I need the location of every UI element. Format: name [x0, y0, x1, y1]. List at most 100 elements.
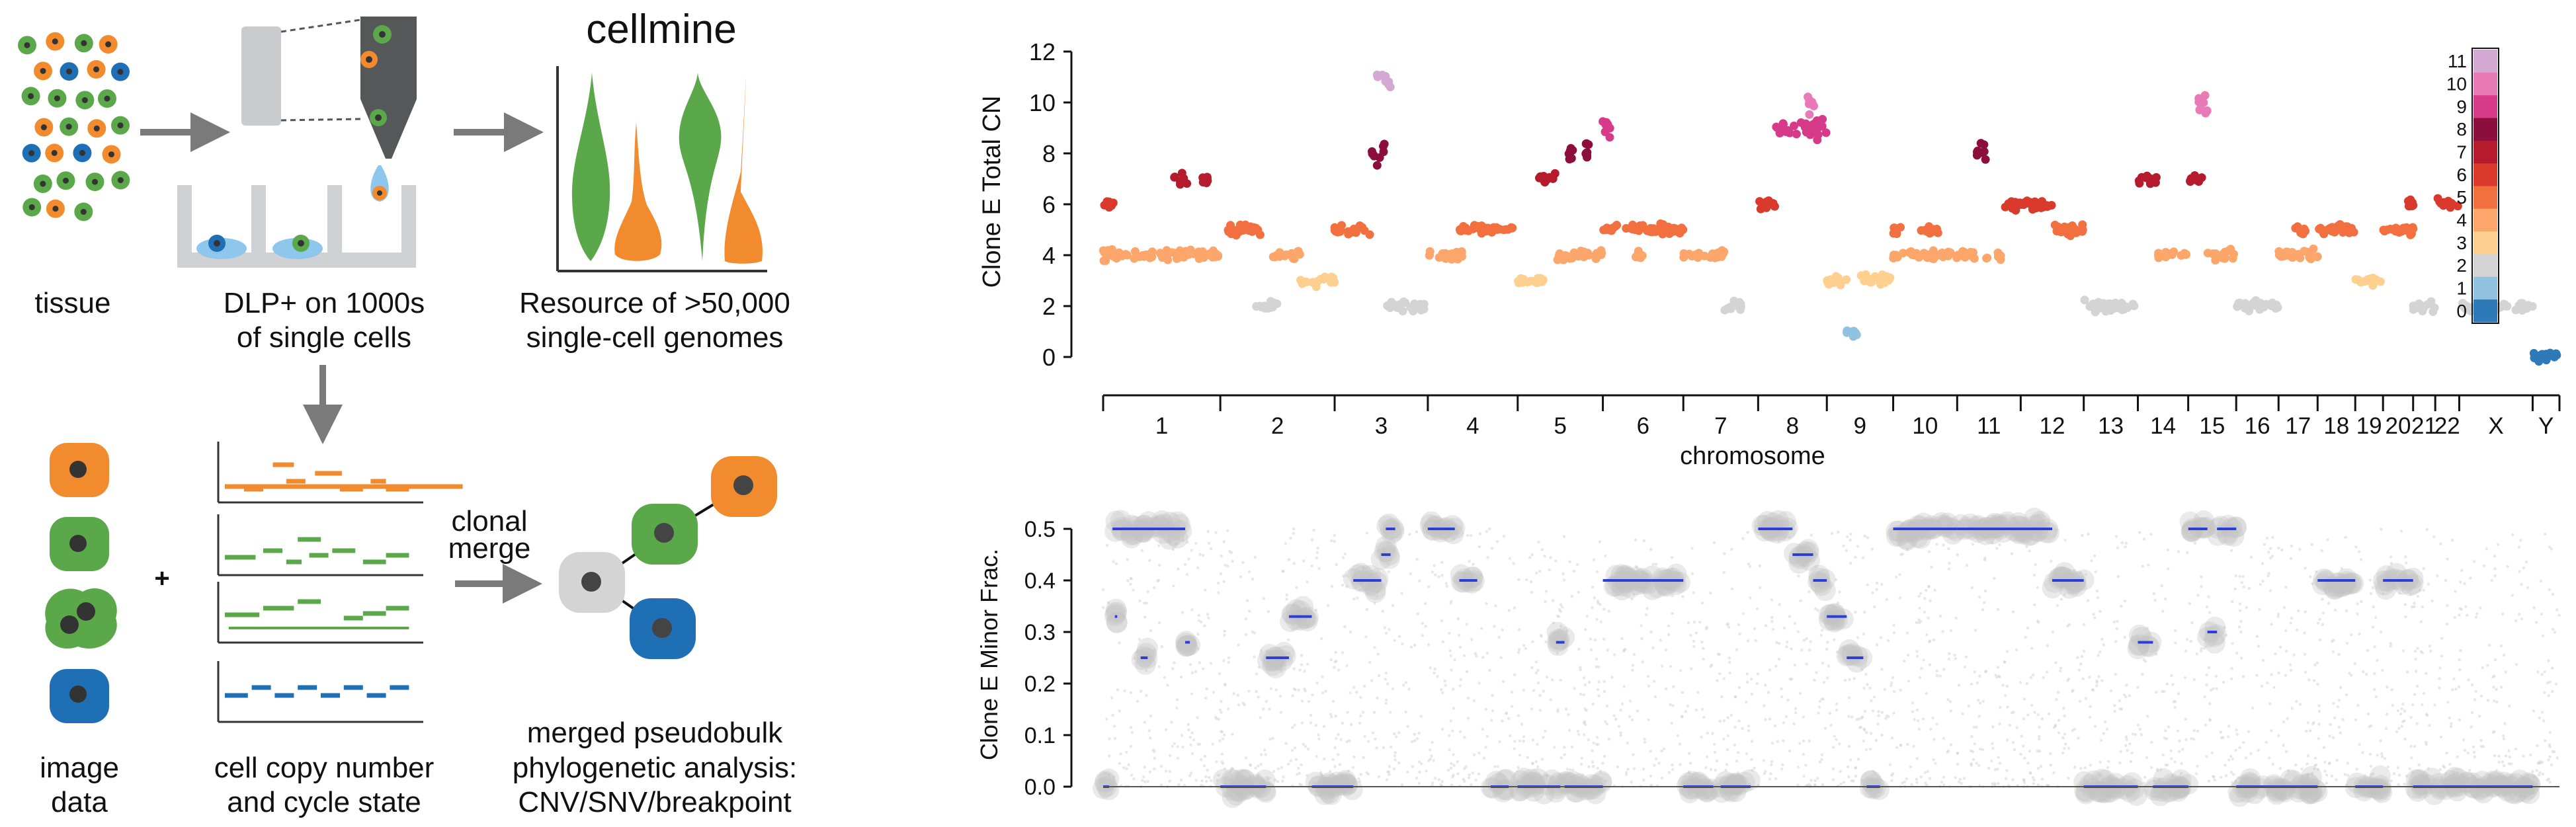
- baf-noise-point: [1828, 711, 1832, 715]
- baf-noise-point: [1671, 704, 1675, 707]
- baf-noise-point: [1929, 777, 1932, 780]
- baf-noise-point: [2409, 593, 2412, 596]
- baf-noise-point: [1724, 768, 1727, 772]
- baf-noise-point: [2366, 712, 2370, 716]
- baf-noise-point: [1333, 660, 1337, 664]
- cn-point: [1878, 275, 1888, 284]
- baf-noise-point: [2114, 672, 2117, 676]
- baf-noise-point: [2155, 690, 2158, 694]
- baf-noise-point: [2493, 658, 2497, 662]
- baf-noise-point: [1223, 629, 1227, 633]
- phylogenetic-tree: [559, 456, 777, 659]
- baf-noise-point: [1593, 596, 1597, 600]
- baf-noise-point: [1440, 727, 1444, 731]
- baf-noise-point: [1995, 547, 1999, 550]
- baf-noise-point: [1558, 773, 1561, 776]
- baf-noise-point: [1285, 593, 1288, 596]
- baf-noise-point: [1595, 665, 1599, 668]
- baf-cloud-blob: [1788, 552, 1810, 574]
- baf-noise-point: [1107, 773, 1110, 777]
- baf-noise-point: [2183, 676, 2187, 680]
- baf-noise-point: [2303, 652, 2307, 656]
- baf-noise-point: [1676, 734, 1679, 737]
- baf-noise-point: [2001, 684, 2005, 687]
- baf-noise-point: [2337, 652, 2341, 656]
- baf-noise-point: [1816, 609, 1819, 612]
- baf-noise-point: [1280, 766, 1284, 769]
- baf-noise-point: [2250, 779, 2254, 782]
- baf-noise-point: [1406, 725, 1409, 729]
- colorbar-swatch: [2473, 72, 2497, 96]
- zoom-line-top: [280, 19, 361, 33]
- baf-noise-point: [1580, 756, 1583, 760]
- baf-noise-point: [2276, 612, 2280, 616]
- baf-cloud-blob: [1212, 769, 1234, 791]
- baf-noise-point: [2429, 649, 2432, 653]
- baf-noise-point: [2205, 606, 2209, 609]
- baf-cloud-blob: [1678, 772, 1700, 794]
- baf-noise-point: [2548, 545, 2551, 549]
- baf-noise-point: [2012, 711, 2015, 714]
- baf-noise-point: [1781, 763, 1784, 766]
- tissue-cell-nucleus: [62, 177, 69, 184]
- baf-noise-point: [2063, 732, 2067, 736]
- baf-noise-point: [1838, 742, 1841, 746]
- baf-noise-point: [2209, 688, 2213, 692]
- baf-noise-point: [1385, 778, 1389, 781]
- baf-noise-point: [2230, 666, 2233, 670]
- baf-noise-point: [2444, 579, 2448, 582]
- baf-noise-point: [2440, 654, 2444, 658]
- baf-noise-point: [1617, 725, 1621, 728]
- baf-noise-point: [1171, 744, 1175, 748]
- cn-point: [2092, 302, 2101, 311]
- baf-noise-point: [2396, 709, 2399, 713]
- baf-noise-point: [1116, 688, 1120, 691]
- baf-cloud-blob: [2302, 783, 2323, 805]
- baf-cloud-blob: [1839, 639, 1860, 660]
- baf-noise-point: [1284, 742, 1288, 745]
- baf-noise-point: [2350, 633, 2353, 637]
- baf-noise-point: [2089, 764, 2093, 767]
- baf-noise-point: [1702, 657, 1705, 661]
- baf-noise-point: [1696, 783, 1699, 786]
- baf-noise-point: [2466, 613, 2469, 617]
- baf-cloud-blob: [2128, 634, 2150, 656]
- baf-noise-point: [2196, 594, 2200, 597]
- baf-noise-point: [1445, 584, 1449, 588]
- baf-noise-point: [1337, 779, 1341, 783]
- baf-noise-point: [1890, 684, 1893, 688]
- baf-noise-point: [1862, 610, 1866, 614]
- baf-cloud-blob: [1430, 521, 1452, 543]
- baf-noise-point: [2431, 599, 2434, 603]
- baf-noise-point: [1112, 775, 1116, 779]
- baf-noise-point: [1972, 750, 1975, 754]
- baf-noise-point: [1762, 759, 1765, 762]
- baf-noise-point: [1365, 608, 1368, 611]
- baf-noise-point: [1136, 650, 1139, 654]
- baf-noise-point: [2456, 771, 2460, 774]
- baf-noise-point: [1713, 750, 1717, 754]
- baf-noise-point: [1927, 616, 1930, 619]
- baf-noise-point: [1671, 611, 1674, 615]
- cn-point: [1203, 177, 1212, 185]
- baf-noise-point: [1292, 532, 1295, 535]
- baf-noise-point: [1580, 782, 1583, 786]
- baf-noise-point: [1778, 603, 1781, 606]
- baf-noise-point: [2365, 672, 2368, 676]
- baf-noise-point: [1456, 760, 1459, 764]
- baf-noise-point: [1735, 648, 1738, 651]
- baf-noise-point: [1204, 696, 1208, 700]
- baf-noise-point: [1909, 765, 1913, 769]
- baf-noise-point: [1941, 630, 1944, 633]
- baf-noise-point: [1393, 758, 1397, 762]
- baf-noise-point: [2369, 592, 2373, 596]
- baf-noise-point: [1856, 758, 1860, 761]
- baf-noise-point: [1194, 779, 1198, 782]
- baf-noise-point: [1899, 744, 1903, 747]
- baf-noise-point: [1577, 590, 1580, 594]
- baf-noise-point: [2076, 656, 2079, 659]
- baf-noise-point: [1831, 619, 1834, 623]
- cn-segment-chr-6: [1599, 219, 1688, 239]
- baf-noise-point: [2520, 617, 2524, 621]
- tissue-cluster: [18, 32, 130, 221]
